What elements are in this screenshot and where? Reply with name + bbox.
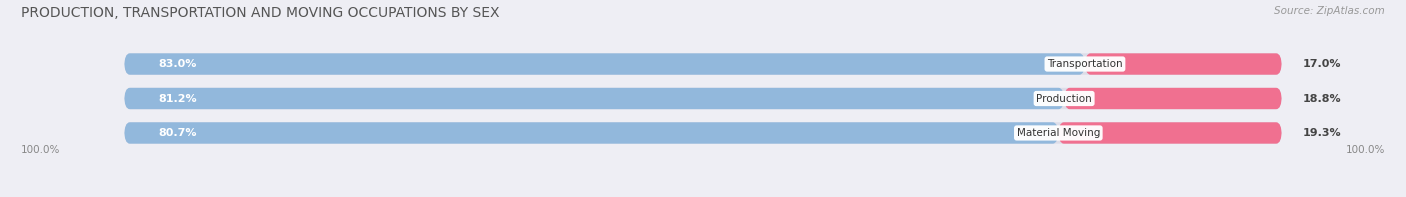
Text: 100.0%: 100.0%	[1346, 145, 1385, 155]
Text: Material Moving: Material Moving	[1017, 128, 1099, 138]
FancyBboxPatch shape	[1059, 122, 1282, 144]
Text: PRODUCTION, TRANSPORTATION AND MOVING OCCUPATIONS BY SEX: PRODUCTION, TRANSPORTATION AND MOVING OC…	[21, 6, 499, 20]
FancyBboxPatch shape	[124, 88, 1282, 109]
FancyBboxPatch shape	[124, 122, 1282, 144]
FancyBboxPatch shape	[124, 53, 1085, 75]
Text: 19.3%: 19.3%	[1302, 128, 1341, 138]
FancyBboxPatch shape	[124, 53, 1282, 75]
Text: Production: Production	[1036, 94, 1092, 103]
FancyBboxPatch shape	[124, 88, 1064, 109]
Text: 81.2%: 81.2%	[159, 94, 197, 103]
Text: 17.0%: 17.0%	[1302, 59, 1341, 69]
Text: 80.7%: 80.7%	[159, 128, 197, 138]
Text: 83.0%: 83.0%	[159, 59, 197, 69]
FancyBboxPatch shape	[124, 122, 1059, 144]
FancyBboxPatch shape	[1085, 53, 1282, 75]
Text: 100.0%: 100.0%	[21, 145, 60, 155]
Text: Source: ZipAtlas.com: Source: ZipAtlas.com	[1274, 6, 1385, 16]
Text: Transportation: Transportation	[1047, 59, 1123, 69]
Text: 18.8%: 18.8%	[1302, 94, 1341, 103]
FancyBboxPatch shape	[1064, 88, 1282, 109]
